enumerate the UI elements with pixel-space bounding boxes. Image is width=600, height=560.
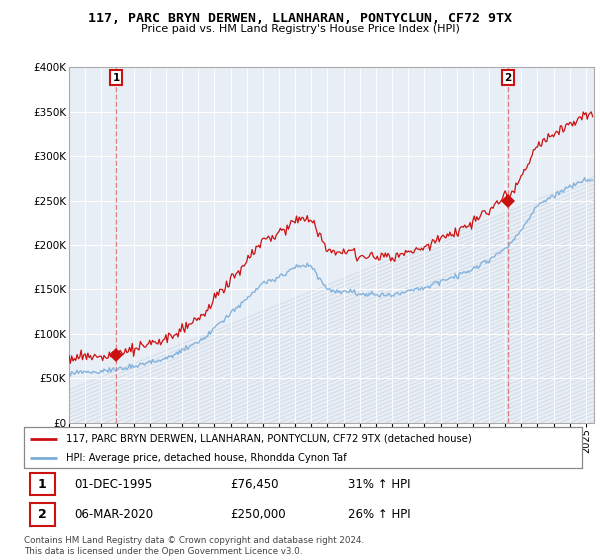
FancyBboxPatch shape xyxy=(29,473,55,496)
Text: 117, PARC BRYN DERWEN, LLANHARAN, PONTYCLUN, CF72 9TX: 117, PARC BRYN DERWEN, LLANHARAN, PONTYC… xyxy=(88,12,512,25)
Text: 01-DEC-1995: 01-DEC-1995 xyxy=(74,478,152,491)
Text: 1: 1 xyxy=(113,73,120,83)
Text: £76,450: £76,450 xyxy=(230,478,279,491)
Text: 31% ↑ HPI: 31% ↑ HPI xyxy=(347,478,410,491)
Text: 2: 2 xyxy=(38,508,47,521)
Text: HPI: Average price, detached house, Rhondda Cynon Taf: HPI: Average price, detached house, Rhon… xyxy=(66,452,347,463)
Text: 26% ↑ HPI: 26% ↑ HPI xyxy=(347,508,410,521)
Text: 2: 2 xyxy=(504,73,512,83)
Text: Price paid vs. HM Land Registry's House Price Index (HPI): Price paid vs. HM Land Registry's House … xyxy=(140,24,460,34)
Text: £250,000: £250,000 xyxy=(230,508,286,521)
Text: Contains HM Land Registry data © Crown copyright and database right 2024.
This d: Contains HM Land Registry data © Crown c… xyxy=(24,536,364,556)
Text: 1: 1 xyxy=(38,478,47,491)
Text: 117, PARC BRYN DERWEN, LLANHARAN, PONTYCLUN, CF72 9TX (detached house): 117, PARC BRYN DERWEN, LLANHARAN, PONTYC… xyxy=(66,433,472,444)
Text: 06-MAR-2020: 06-MAR-2020 xyxy=(74,508,154,521)
FancyBboxPatch shape xyxy=(29,503,55,526)
